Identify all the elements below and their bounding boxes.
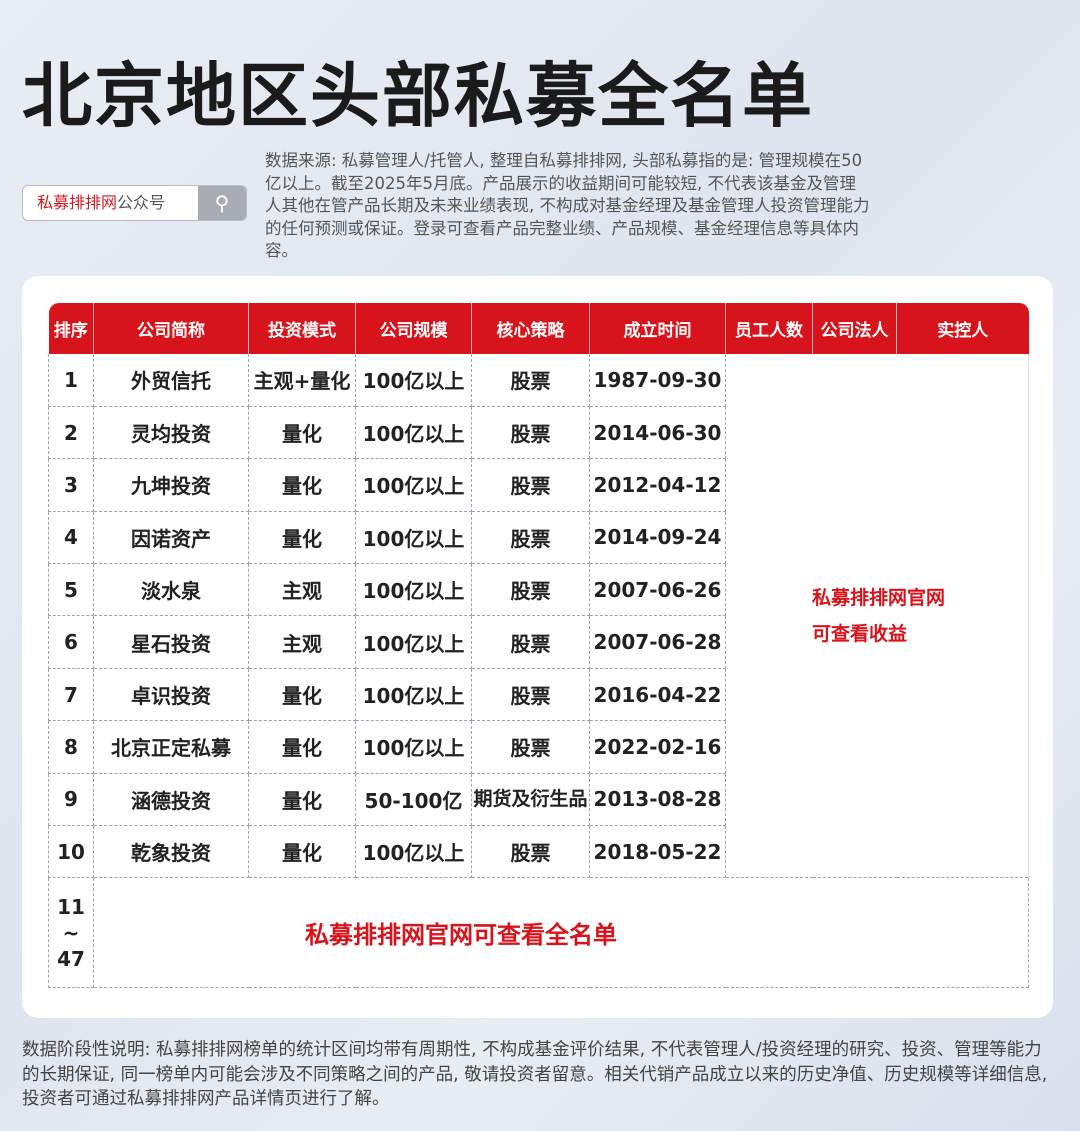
- table-cell: 星石投资: [93, 615, 249, 669]
- table-cell: 2022-02-16: [589, 720, 726, 774]
- column-header: 排序: [48, 303, 94, 354]
- table-row: 7 卓识投资 量化 100亿以上 股票 2016-04-22: [48, 667, 1029, 722]
- column-header: 成立时间: [589, 303, 726, 354]
- table-row: 6 星石投资 主观 100亿以上 股票 2007-06-28: [48, 615, 1029, 669]
- search-brand: 私募排排网: [37, 193, 118, 212]
- side-note-line-1: 私募排排网官网: [812, 586, 946, 609]
- table-cell: 量化: [248, 458, 356, 512]
- table-cell: 股票: [471, 615, 590, 669]
- footnote: 数据阶段性说明: 私募排排网榜单的统计区间均带有周期性, 不构成基金评价结果, …: [22, 1040, 1048, 1109]
- table-cell: 100亿以上: [355, 615, 472, 669]
- table-cell: 股票: [471, 354, 590, 407]
- rank-range: 11 ~47: [48, 877, 94, 989]
- table-row: 1 外贸信托 主观+量化 100亿以上 股票 1987-09-30 私募排排网官网 可查看收益: [48, 354, 1029, 878]
- table-cell: 主观: [248, 563, 356, 617]
- table-cell: 2016-04-22: [589, 667, 726, 722]
- table-row: 10 乾象投资 量化 100亿以上 股票 2018-05-22: [48, 825, 1029, 879]
- table-cell: 股票: [471, 667, 590, 722]
- table-cell: 2007-06-28: [589, 615, 726, 669]
- table-cell: 期货及衍生品: [471, 772, 590, 827]
- data-source-note: 数据来源: 私募管理人/托管人, 整理自私募排排网, 头部私募指的是: 管理规模…: [265, 151, 870, 260]
- table-row: 2 灵均投资 量化 100亿以上 股票 2014-06-30: [48, 405, 1029, 460]
- table-cell: 股票: [471, 720, 590, 774]
- rank-to: 47: [57, 946, 85, 971]
- table-cell: 九坤投资: [93, 458, 249, 512]
- table-cell: 6: [48, 615, 94, 669]
- column-header: 核心策略: [471, 303, 590, 354]
- table-cell: 5: [48, 563, 94, 617]
- column-header: 员工人数: [725, 303, 813, 354]
- table-cell: 100亿以上: [355, 458, 472, 512]
- search-text[interactable]: 私募排排网公众号: [23, 186, 198, 220]
- table-cell: 2014-09-24: [589, 510, 726, 565]
- table-cell: 主观+量化: [248, 354, 356, 407]
- table-cell: 10: [48, 825, 94, 879]
- table-cell: 因诺资产: [93, 510, 249, 565]
- table-cell: 8: [48, 720, 94, 774]
- table-row: 4 因诺资产 量化 100亿以上 股票 2014-09-24: [48, 510, 1029, 565]
- table-row: 9 涵德投资 量化 50-100亿 期货及衍生品 2013-08-28: [48, 772, 1029, 827]
- column-header: 公司简称: [93, 303, 249, 354]
- table-cell: 量化: [248, 667, 356, 722]
- page-title: 北京地区头部私募全名单: [22, 55, 814, 137]
- table-row-rest: 11 ~47 私募排排网官网可查看全名单: [48, 877, 1029, 989]
- table-cell: 量化: [248, 772, 356, 827]
- table-cell: 100亿以上: [355, 510, 472, 565]
- table-cell: 2012-04-12: [589, 458, 726, 512]
- column-header: 实控人: [896, 303, 1029, 354]
- table-cell: 量化: [248, 720, 356, 774]
- table-cell: 乾象投资: [93, 825, 249, 879]
- search-box[interactable]: 私募排排网公众号 ⚲: [22, 185, 247, 221]
- table-cell: 股票: [471, 510, 590, 565]
- table-cell: 3: [48, 458, 94, 512]
- table-cell: 100亿以上: [355, 720, 472, 774]
- table-row: 8 北京正定私募 量化 100亿以上 股票 2022-02-16: [48, 720, 1029, 774]
- table-cell: 量化: [248, 405, 356, 460]
- rank-sep: ~: [62, 920, 80, 945]
- table-cell: 2014-06-30: [589, 405, 726, 460]
- table-cell: 4: [48, 510, 94, 565]
- table-cell: 股票: [471, 825, 590, 879]
- table-cell: 2: [48, 405, 94, 460]
- column-header: 投资模式: [248, 303, 356, 354]
- table-cell: 主观: [248, 615, 356, 669]
- table-cell: 量化: [248, 825, 356, 879]
- table-cell: 1987-09-30: [589, 354, 726, 407]
- search-icon[interactable]: ⚲: [198, 186, 246, 220]
- table-cell: 股票: [471, 563, 590, 617]
- ranking-table: 排序 公司简称 投资模式 公司规模 核心策略 成立时间 员工人数 公司法人 实控人 1 外贸信托主…: [48, 303, 1029, 989]
- table-cell: 2007-06-26: [589, 563, 726, 617]
- table-cell: 100亿以上: [355, 667, 472, 722]
- column-header: 公司法人: [812, 303, 897, 354]
- table-cell: 50-100亿: [355, 772, 472, 827]
- table-cell: 外贸信托: [93, 354, 249, 407]
- table-cell: 100亿以上: [355, 405, 472, 460]
- table-cell: 9: [48, 772, 94, 827]
- table-cell: 100亿以上: [355, 354, 472, 407]
- view-returns-note: 私募排排网官网 可查看收益: [725, 354, 1029, 878]
- side-note-line-2: 可查看收益: [812, 622, 908, 645]
- table-cell: 量化: [248, 510, 356, 565]
- table-cell: 7: [48, 667, 94, 722]
- table-cell: 涵德投资: [93, 772, 249, 827]
- table-cell: 卓识投资: [93, 667, 249, 722]
- table-cell: 股票: [471, 458, 590, 512]
- table-cell: 100亿以上: [355, 825, 472, 879]
- table-cell: 2018-05-22: [589, 825, 726, 879]
- table-cell: 淡水泉: [93, 563, 249, 617]
- table-cell: 北京正定私募: [93, 720, 249, 774]
- table-cell: 股票: [471, 405, 590, 460]
- column-header: 公司规模: [355, 303, 472, 354]
- full-list-note: 私募排排网官网可查看全名单: [93, 877, 1029, 989]
- table-cell: 2013-08-28: [589, 772, 726, 827]
- table-cell: 1: [48, 354, 94, 407]
- table-cell: 灵均投资: [93, 405, 249, 460]
- table-cell: 100亿以上: [355, 563, 472, 617]
- rank-from: 11: [57, 894, 85, 919]
- search-suffix: 公众号: [117, 193, 166, 212]
